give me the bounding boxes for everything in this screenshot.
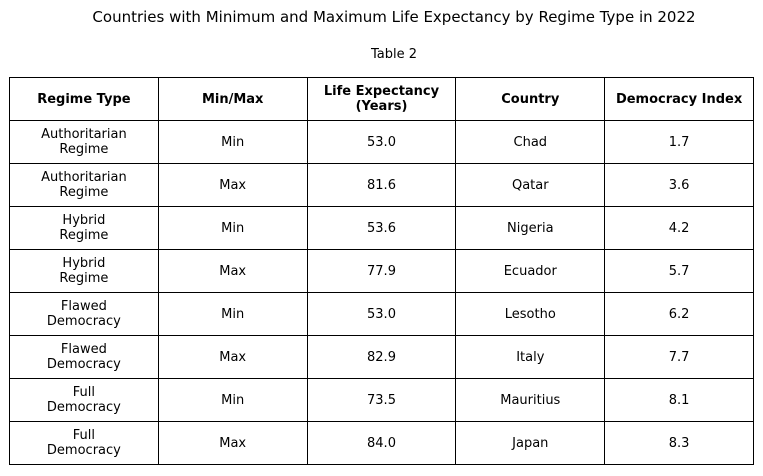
cell-regime-type: Flawed Democracy bbox=[9, 292, 159, 336]
cell-min-max: Min bbox=[157, 378, 308, 422]
cell-regime-type: Flawed Democracy bbox=[9, 335, 159, 379]
table-row: Hybrid Regime Max 77.9 Ecuador 5.7 bbox=[9, 249, 754, 293]
cell-life-expectancy: 73.5 bbox=[306, 378, 457, 422]
cell-life-expectancy: 53.0 bbox=[306, 120, 457, 164]
chart-title: Countries with Minimum and Maximum Life … bbox=[92, 8, 696, 26]
table-row: Hybrid Regime Min 53.6 Nigeria 4.2 bbox=[9, 206, 754, 250]
cell-democracy-index: 4.2 bbox=[604, 206, 754, 250]
cell-democracy-index: 1.7 bbox=[604, 120, 754, 164]
cell-country: Lesotho bbox=[455, 292, 606, 336]
cell-democracy-index: 7.7 bbox=[604, 335, 754, 379]
cell-democracy-index: 5.7 bbox=[604, 249, 754, 293]
table-row: Authoritarian Regime Min 53.0 Chad 1.7 bbox=[9, 120, 754, 164]
cell-life-expectancy: 77.9 bbox=[306, 249, 457, 293]
table-row: Authoritarian Regime Max 81.6 Qatar 3.6 bbox=[9, 163, 754, 207]
cell-life-expectancy: 81.6 bbox=[306, 163, 457, 207]
cell-min-max: Max bbox=[157, 421, 308, 465]
cell-regime-type: Full Democracy bbox=[9, 421, 159, 465]
cell-regime-type: Hybrid Regime bbox=[9, 206, 159, 250]
table-caption: Table 2 bbox=[370, 47, 418, 62]
table-body: Authoritarian Regime Min 53.0 Chad 1.7 A… bbox=[9, 120, 754, 465]
cell-life-expectancy: 53.6 bbox=[306, 206, 457, 250]
cell-regime-type: Hybrid Regime bbox=[9, 249, 159, 293]
header-row: Regime Type Min/Max Life Expectancy (Yea… bbox=[9, 77, 754, 121]
cell-country: Qatar bbox=[455, 163, 606, 207]
cell-min-max: Max bbox=[157, 163, 308, 207]
cell-country: Ecuador bbox=[455, 249, 606, 293]
cell-country: Mauritius bbox=[455, 378, 606, 422]
cell-life-expectancy: 53.0 bbox=[306, 292, 457, 336]
cell-min-max: Max bbox=[157, 249, 308, 293]
cell-country: Japan bbox=[455, 421, 606, 465]
column-header-democracy-index: Democracy Index bbox=[604, 77, 754, 121]
cell-min-max: Min bbox=[157, 206, 308, 250]
table-row: Flawed Democracy Max 82.9 Italy 7.7 bbox=[9, 335, 754, 379]
cell-min-max: Max bbox=[157, 335, 308, 379]
cell-country: Nigeria bbox=[455, 206, 606, 250]
column-header-min-max: Min/Max bbox=[157, 77, 308, 121]
column-header-regime-type: Regime Type bbox=[9, 77, 159, 121]
cell-life-expectancy: 82.9 bbox=[306, 335, 457, 379]
cell-min-max: Min bbox=[157, 120, 308, 164]
cell-regime-type: Authoritarian Regime bbox=[9, 163, 159, 207]
cell-min-max: Min bbox=[157, 292, 308, 336]
cell-country: Chad bbox=[455, 120, 606, 164]
column-header-life-expectancy: Life Expectancy (Years) bbox=[306, 77, 457, 121]
cell-regime-type: Authoritarian Regime bbox=[9, 120, 159, 164]
cell-democracy-index: 3.6 bbox=[604, 163, 754, 207]
column-header-country: Country bbox=[455, 77, 606, 121]
cell-democracy-index: 8.1 bbox=[604, 378, 754, 422]
table-row: Full Democracy Max 84.0 Japan 8.3 bbox=[9, 421, 754, 465]
cell-democracy-index: 6.2 bbox=[604, 292, 754, 336]
cell-country: Italy bbox=[455, 335, 606, 379]
cell-democracy-index: 8.3 bbox=[604, 421, 754, 465]
cell-life-expectancy: 84.0 bbox=[306, 421, 457, 465]
table-row: Full Democracy Min 73.5 Mauritius 8.1 bbox=[9, 378, 754, 422]
cell-regime-type: Full Democracy bbox=[9, 378, 159, 422]
data-table: Regime Type Min/Max Life Expectancy (Yea… bbox=[9, 77, 754, 465]
table-row: Flawed Democracy Min 53.0 Lesotho 6.2 bbox=[9, 292, 754, 336]
